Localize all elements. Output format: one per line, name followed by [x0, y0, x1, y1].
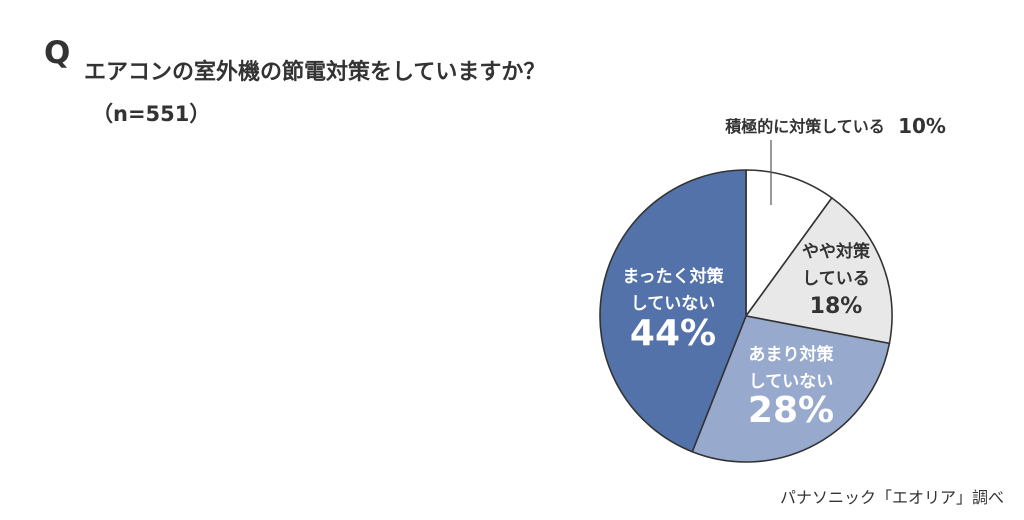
slice-value-4: 44%	[630, 313, 716, 354]
sample-size: （n=551）	[92, 102, 211, 126]
slice-label-2-line-1: やや対策	[802, 241, 871, 262]
chart-title: エアコンの室外機の節電対策をしていますか？	[84, 60, 546, 85]
question-mark-q: Q	[44, 35, 71, 71]
slice-value-1: 10%	[898, 114, 946, 138]
pie-slice-3	[691, 315, 891, 463]
slice-label-1: 積極的に対策している	[724, 117, 885, 136]
pie-slice-2	[745, 197, 893, 345]
source-credit: パナソニック「エオリア」調べ	[779, 488, 1004, 507]
slice-value-2: 18%	[810, 294, 863, 319]
slice-label-3-line-1: あまり対策	[749, 344, 835, 365]
slice-label-4-line-2: していない	[631, 294, 716, 314]
slice-value-3: 28%	[748, 390, 834, 431]
pie-slice-4	[599, 169, 747, 453]
pie-slice-1	[745, 169, 833, 317]
slice-label-2-line-2: している	[802, 269, 870, 289]
slice-label-4-line-1: まったく対策	[622, 266, 724, 287]
slice-label-3-line-2: していない	[749, 372, 834, 392]
